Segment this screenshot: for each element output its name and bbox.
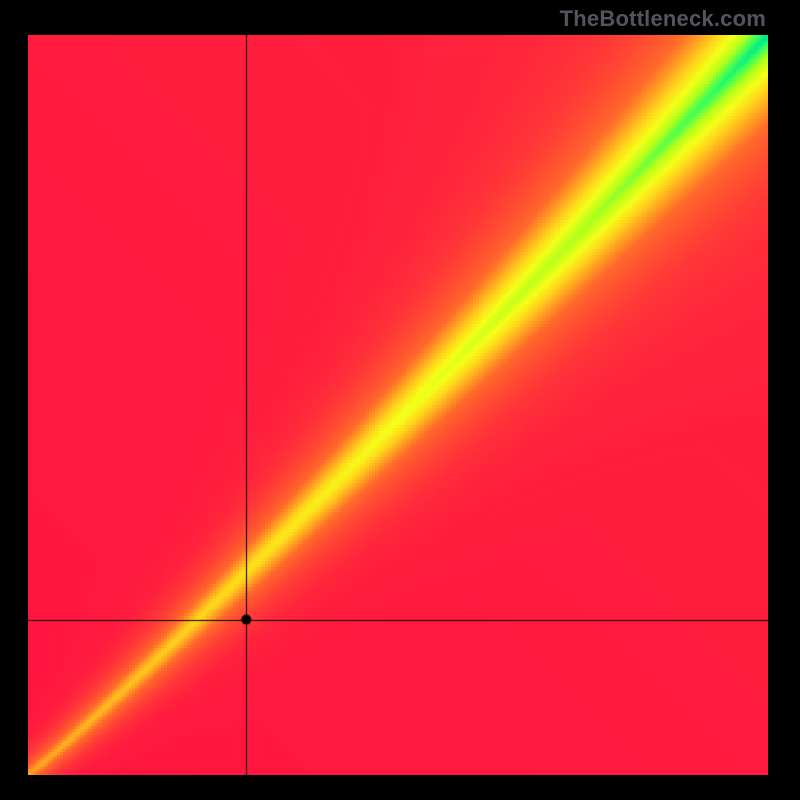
chart-container: TheBottleneck.com [0,0,800,800]
crosshair-overlay [28,35,768,775]
watermark-label: TheBottleneck.com [560,6,766,32]
